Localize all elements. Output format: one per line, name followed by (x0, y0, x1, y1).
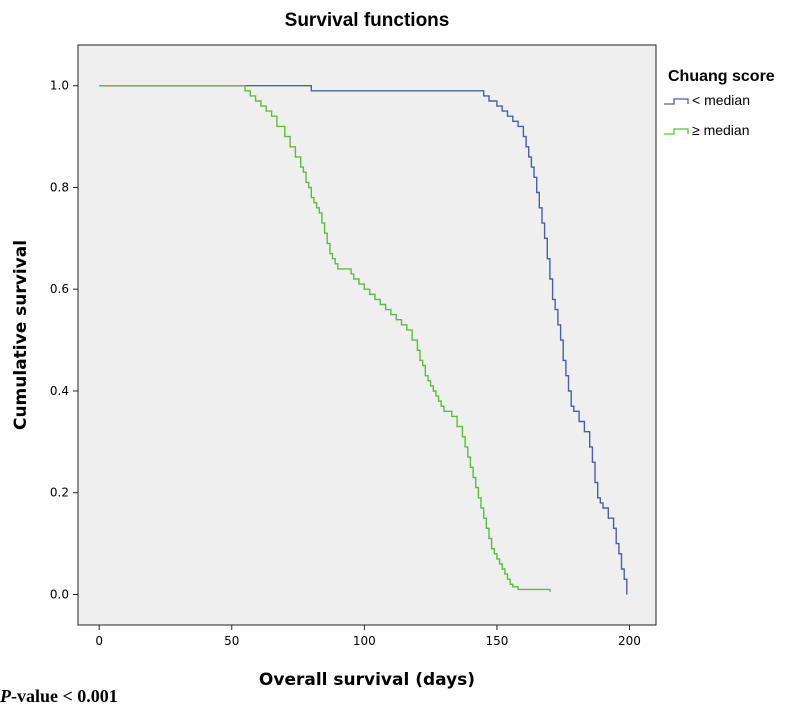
x-axis-label: Overall survival (days) (259, 670, 475, 690)
p-value-letter: P (0, 686, 11, 706)
y-axis-label: Cumulative survival (11, 240, 31, 430)
x-tick-label: 50 (224, 634, 239, 648)
x-axis-ticks: 0 50 100 150 200 (95, 625, 641, 648)
y-tick-label: 0.4 (50, 384, 69, 398)
x-tick-label: 100 (353, 634, 376, 648)
x-tick-label: 200 (618, 634, 641, 648)
legend: Chuang score < median ≥ median (664, 68, 775, 138)
legend-item-above-median: ≥ median (664, 122, 750, 138)
legend-title: Chuang score (668, 68, 775, 85)
series-line-below-median (99, 85, 628, 595)
legend-item-below-median: < median (664, 92, 750, 108)
y-tick-label: 0.0 (50, 587, 69, 601)
legend-swatch-above-median (664, 128, 689, 135)
y-tick-label: 0.8 (50, 180, 69, 194)
y-axis-ticks: 0.0 0.2 0.4 0.6 0.8 1.0 (50, 79, 78, 601)
x-tick-label: 150 (485, 634, 508, 648)
legend-label-above-median: ≥ median (692, 122, 750, 138)
y-tick-label: 0.6 (50, 282, 69, 296)
series-lines (99, 85, 628, 595)
legend-swatch-below-median (664, 98, 689, 105)
legend-label-below-median: < median (692, 92, 750, 108)
x-tick-label: 0 (95, 634, 103, 648)
p-value-annotation: P-value < 0.001 (0, 686, 118, 707)
plot-area (77, 44, 657, 626)
series-line-above-median (99, 85, 551, 592)
y-tick-label: 1.0 (50, 79, 69, 93)
chart-title: Survival functions (285, 10, 450, 31)
y-tick-label: 0.2 (50, 486, 69, 500)
p-value-text: -value < 0.001 (11, 686, 118, 706)
